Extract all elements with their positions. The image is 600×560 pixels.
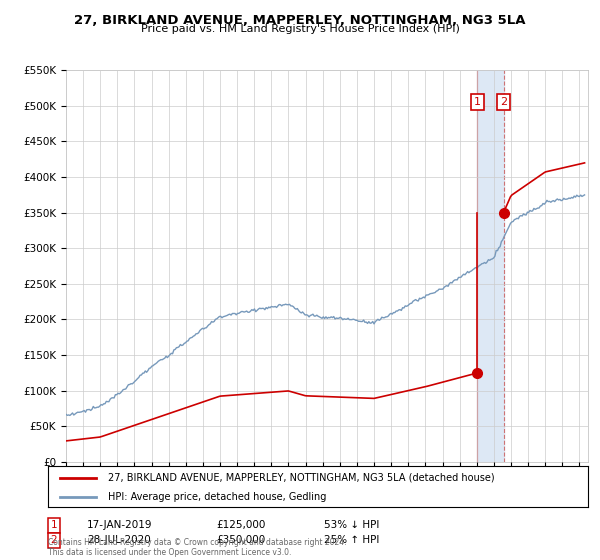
Text: 1: 1	[50, 520, 58, 530]
Text: 27, BIRKLAND AVENUE, MAPPERLEY, NOTTINGHAM, NG3 5LA (detached house): 27, BIRKLAND AVENUE, MAPPERLEY, NOTTINGH…	[108, 473, 494, 483]
Text: 27, BIRKLAND AVENUE, MAPPERLEY, NOTTINGHAM, NG3 5LA: 27, BIRKLAND AVENUE, MAPPERLEY, NOTTINGH…	[74, 14, 526, 27]
Text: Price paid vs. HM Land Registry's House Price Index (HPI): Price paid vs. HM Land Registry's House …	[140, 24, 460, 34]
Text: £125,000: £125,000	[216, 520, 265, 530]
Text: 28-JUL-2020: 28-JUL-2020	[87, 535, 151, 545]
Text: 17-JAN-2019: 17-JAN-2019	[87, 520, 152, 530]
Text: HPI: Average price, detached house, Gedling: HPI: Average price, detached house, Gedl…	[108, 492, 326, 502]
Text: 53% ↓ HPI: 53% ↓ HPI	[324, 520, 379, 530]
Text: 25% ↑ HPI: 25% ↑ HPI	[324, 535, 379, 545]
Text: 2: 2	[500, 97, 507, 107]
Text: Contains HM Land Registry data © Crown copyright and database right 2024.
This d: Contains HM Land Registry data © Crown c…	[48, 538, 347, 557]
Bar	[478, 70, 503, 462]
Text: £350,000: £350,000	[216, 535, 265, 545]
Text: 2: 2	[50, 535, 58, 545]
Text: 1: 1	[474, 97, 481, 107]
